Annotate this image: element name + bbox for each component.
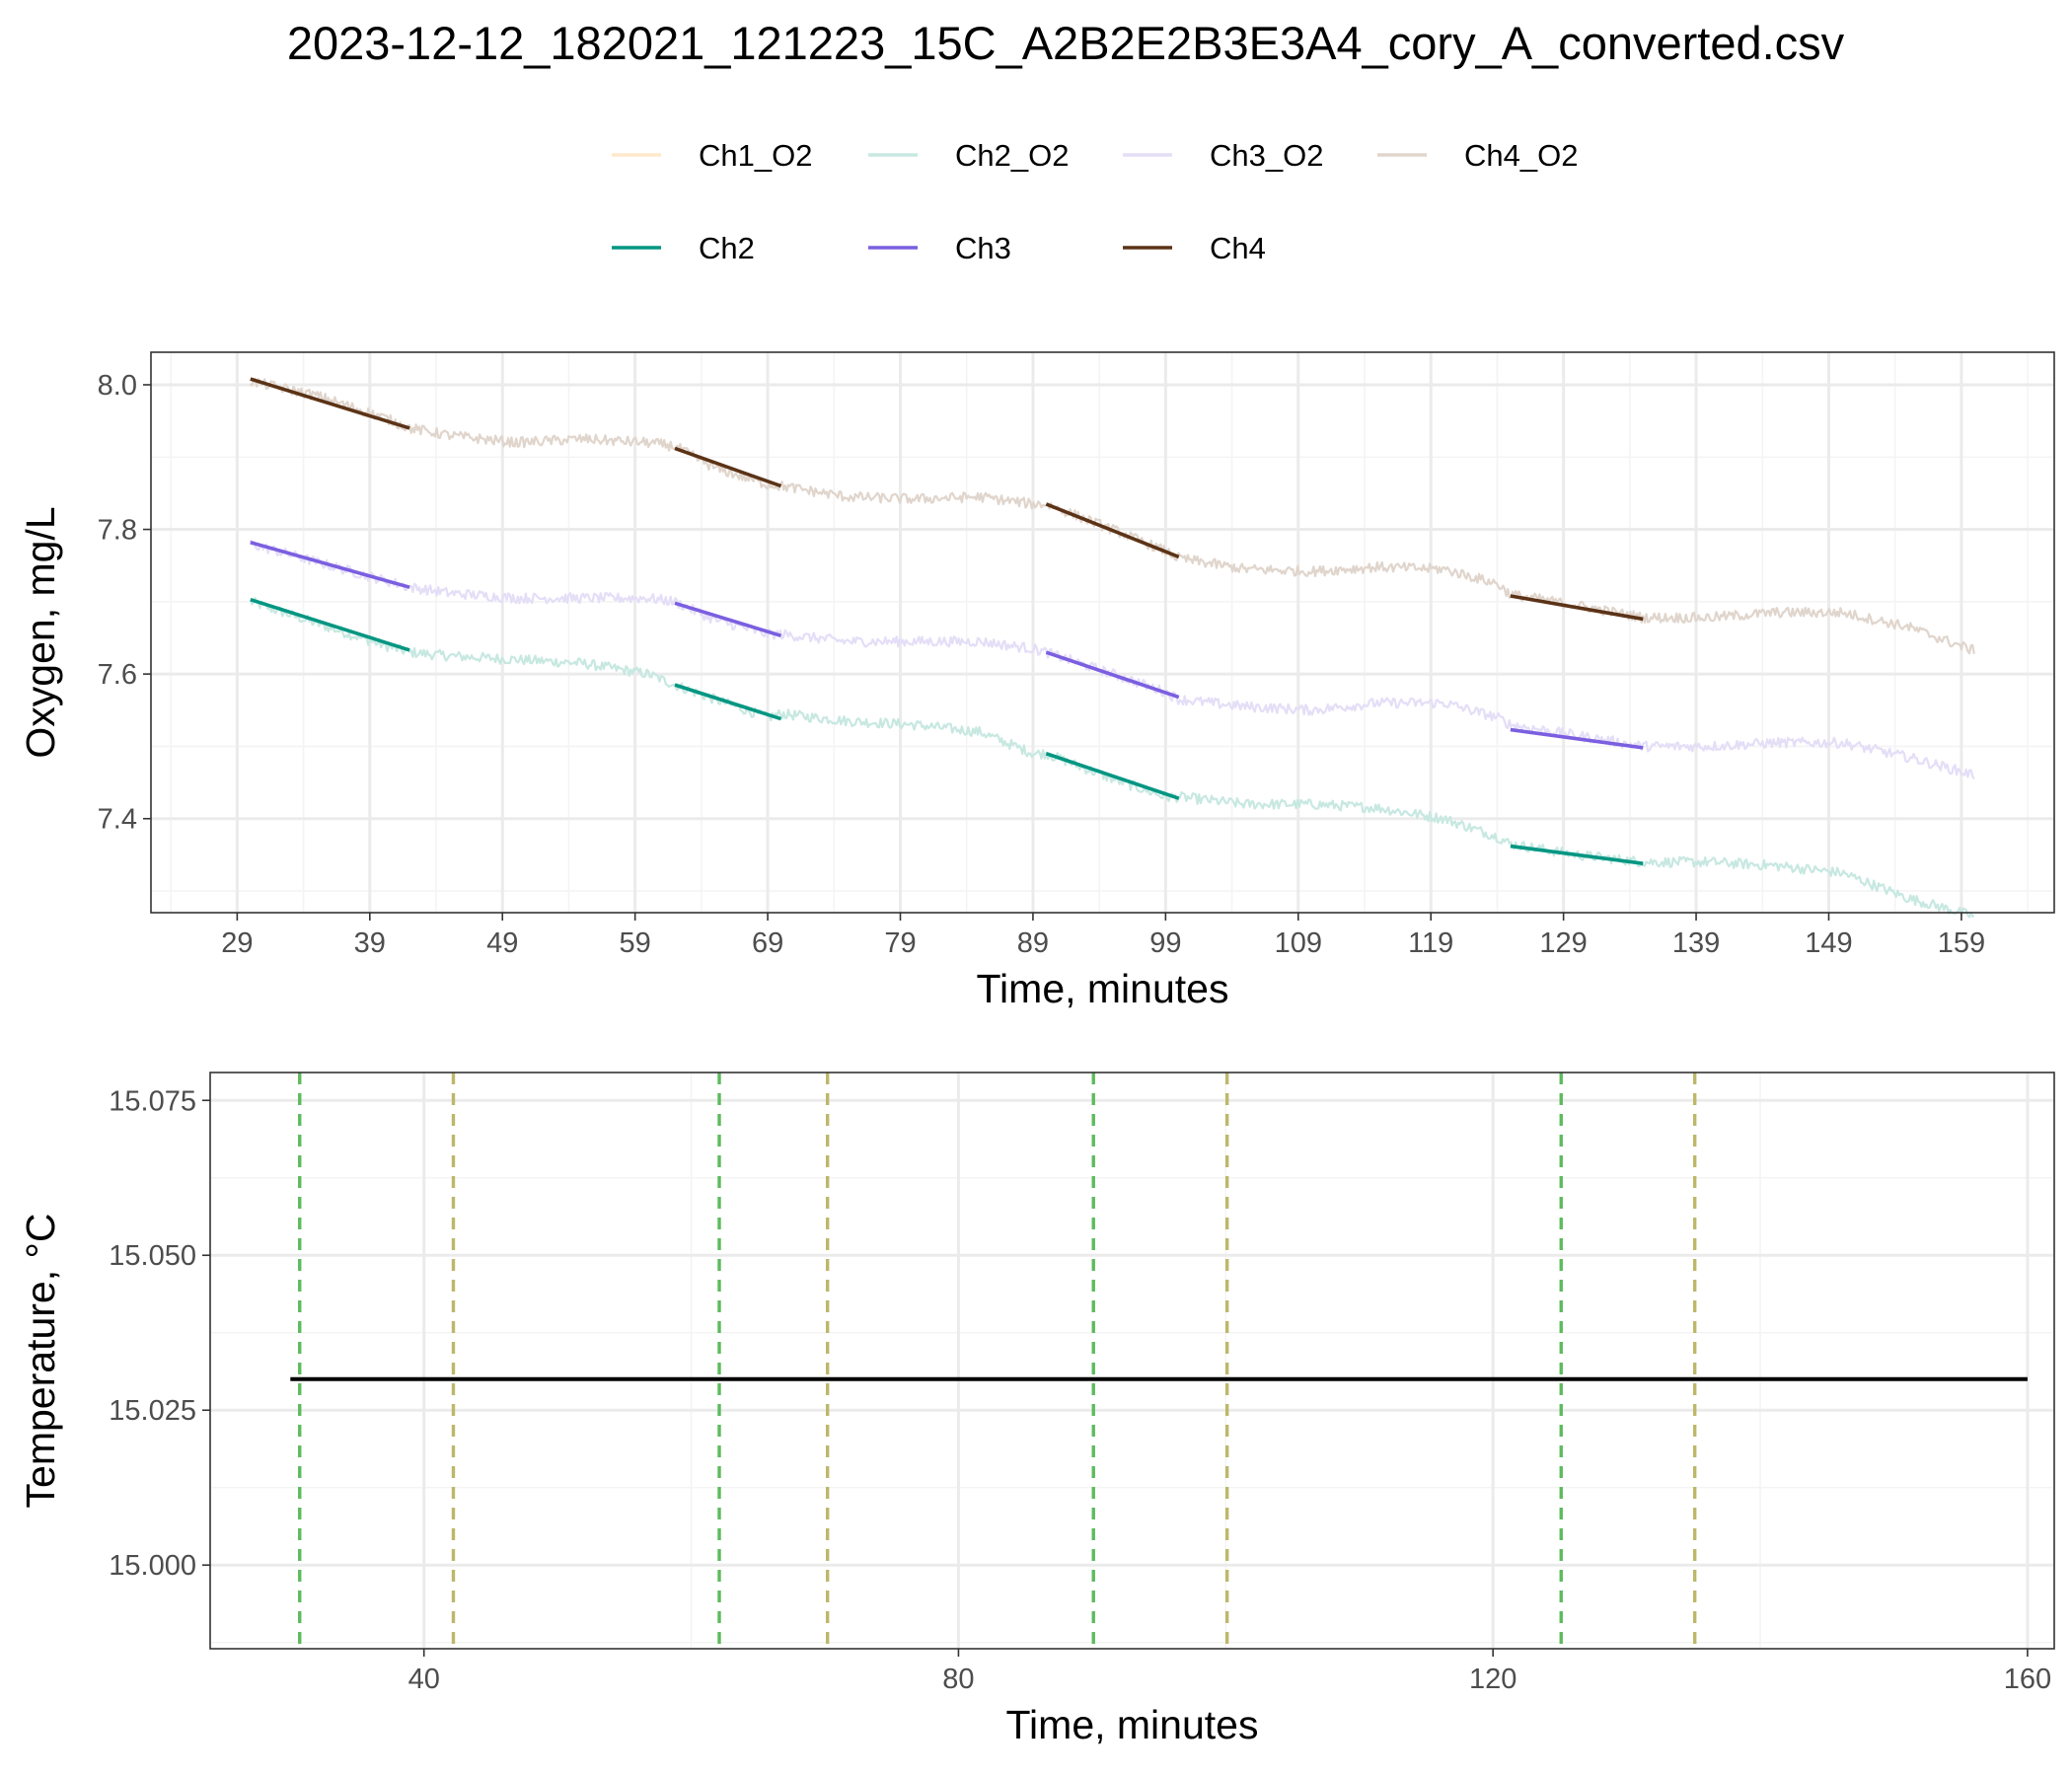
y-tick-label: 7.4 [98,804,137,836]
legend-item-ch2: Ch2 [612,231,755,265]
legend-item-ch2-o2: Ch2_O2 [868,138,1069,173]
x-tick-label: 129 [1539,927,1587,959]
x-tick-label: 59 [620,927,651,959]
y-tick-label: 7.6 [98,659,137,691]
y-tick-label: 15.075 [109,1085,196,1117]
raw-series-ch3-o2 [249,539,1975,780]
x-tick-label: 120 [1469,1664,1517,1695]
x-tick-label: 119 [1408,927,1453,959]
legend-label: Ch4_O2 [1464,138,1578,173]
x-tick-label: 39 [354,927,386,959]
fit-segment-ch2 [250,597,410,652]
x-axis-title: Time, minutes [977,966,1229,1011]
x-tick-label: 29 [221,927,253,959]
plot-background [210,1073,2054,1649]
fit-segment-ch4 [250,377,410,430]
x-tick-label: 80 [942,1664,974,1695]
legend-label: Ch3 [955,231,1011,265]
legend-label: Ch1_O2 [699,138,812,173]
plot-border [209,1072,2055,1650]
y-axis-title: Temperature, °C [18,1214,63,1509]
fit-segment-ch4 [1510,594,1644,622]
x-tick-label: 49 [486,927,518,959]
legend-item-ch3-o2: Ch3_O2 [1123,138,1323,173]
legend-label: Ch2 [699,231,755,265]
legend-item-ch4: Ch4 [1123,231,1266,265]
raw-series-ch2-o2 [249,597,1975,919]
x-tick-label: 99 [1149,927,1181,959]
x-tick-label: 139 [1672,927,1720,959]
legend-label: Ch2_O2 [955,138,1069,173]
x-tick-label: 109 [1275,927,1322,959]
fit-segment-ch3 [1510,727,1644,750]
fit-segment-ch3 [1045,650,1180,700]
y-tick-label: 15.025 [109,1395,196,1427]
x-tick-label: 159 [1938,927,1985,959]
y-tick-label: 15.000 [109,1550,196,1582]
y-tick-label: 7.8 [98,515,137,547]
legend-label: Ch4 [1210,231,1266,265]
chart-title: 2023-12-12_182021_121223_15C_A2B2E2B3E3A… [287,17,1845,69]
y-tick-label: 8.0 [98,370,137,402]
temperature-plot: 40 80 120 160 15.000 15.025 15.050 15.075 Time, … [18,1072,2055,1747]
legend: Ch1_O2 Ch2_O2 Ch3_O2 Ch4_O2 Ch2 Ch3 Ch4 [612,138,1578,265]
fit-segment-ch4 [674,446,782,488]
x-tick-label: 160 [2004,1664,2051,1695]
plot-border [150,351,2055,914]
legend-item-ch4-o2: Ch4_O2 [1377,138,1578,173]
x-tick-label: 89 [1017,927,1049,959]
y-tick-label: 15.050 [109,1240,196,1272]
fit-segment-ch2 [1045,752,1180,800]
legend-item-ch1-o2: Ch1_O2 [612,138,812,173]
x-axis-title: Time, minutes [1006,1702,1259,1747]
x-tick-label: 69 [752,927,783,959]
fit-segment-ch4 [1045,502,1180,559]
oxygen-plot: 29 39 49 59 69 79 89 99 109 119 129 139 149 159 7.4 7.6… [18,351,2055,1011]
x-tick-label: 79 [884,927,916,959]
legend-item-ch3: Ch3 [868,231,1011,265]
x-tick-label: 40 [408,1664,440,1695]
x-tick-label: 149 [1805,927,1852,959]
raw-series-ch4-o2 [249,377,1975,655]
fit-segment-ch3 [250,541,410,589]
fit-segment-ch2 [1510,844,1644,865]
legend-label: Ch3_O2 [1210,138,1323,173]
y-axis-title: Oxygen, mg/L [18,506,63,758]
fit-segment-ch3 [674,601,782,638]
fit-segment-ch2 [674,683,782,721]
